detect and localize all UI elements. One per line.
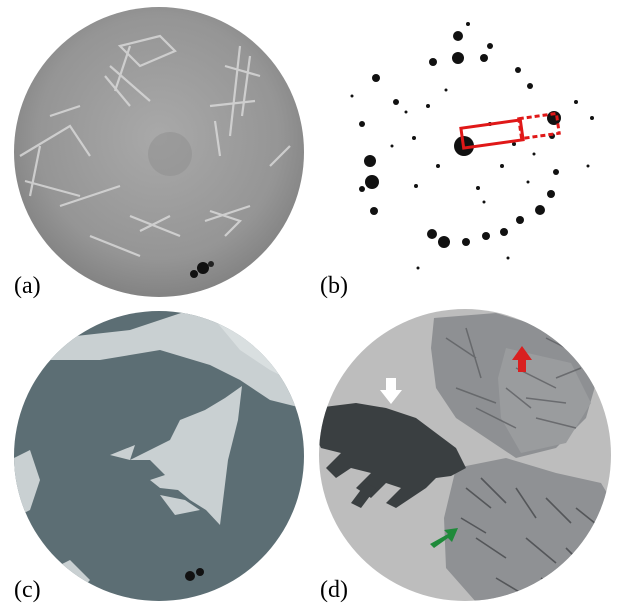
panel-d-label: (d)	[320, 577, 348, 603]
panel-b-label: (b)	[320, 273, 348, 299]
panel-c-image	[10, 310, 308, 602]
dashed-annotation-box	[517, 111, 561, 141]
panel-b-image	[318, 6, 610, 298]
red-arrow	[512, 346, 532, 372]
panel-d-image	[316, 308, 614, 602]
dark-spot-icon	[190, 261, 214, 278]
panel-a-image	[10, 6, 308, 298]
white-arrow	[380, 378, 402, 404]
panel-c-label: (c)	[14, 577, 41, 603]
panel-a-label: (a)	[14, 273, 41, 299]
green-arrow	[430, 528, 458, 548]
dark-spot-icon	[185, 568, 204, 581]
